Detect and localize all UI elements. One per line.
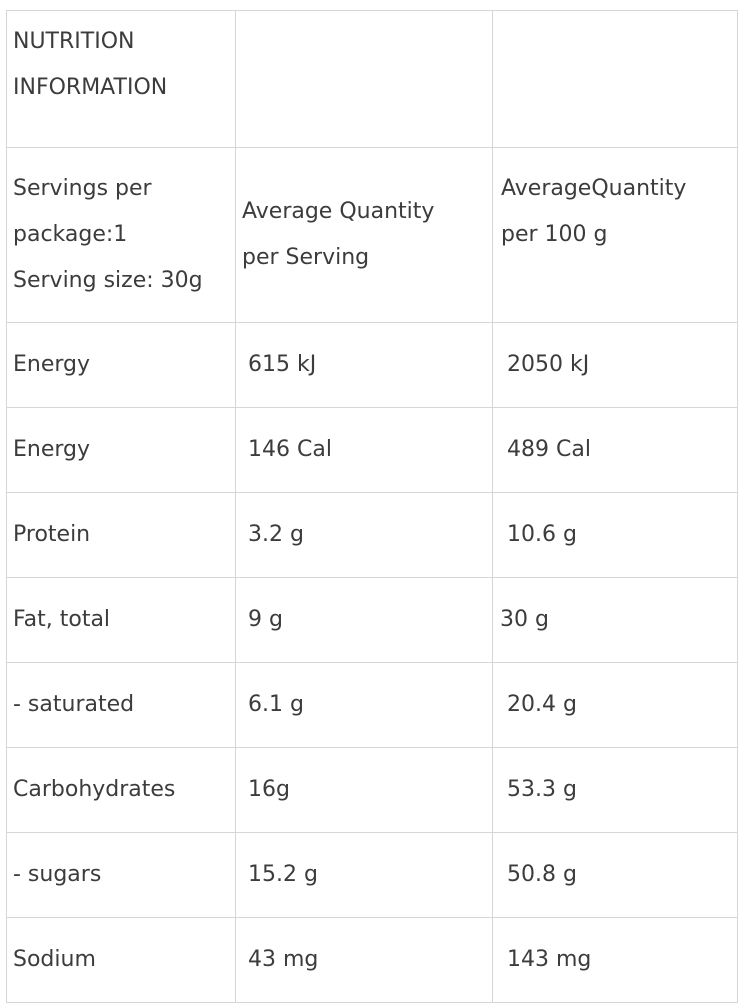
header-per-serving: Average Quantity per Serving (235, 147, 493, 323)
value-per-serving: 615 kJ (235, 322, 493, 408)
table-title-row: NUTRITION INFORMATION (6, 10, 738, 148)
value-per-100g: 10.6 g (492, 492, 738, 578)
table-row: - sugars 15.2 g 50.8 g (6, 832, 738, 918)
nutrient-name: Protein (6, 492, 236, 578)
empty-cell (492, 10, 738, 148)
value-per-100g: 143 mg (492, 917, 738, 1003)
table-row: - saturated 6.1 g 20.4 g (6, 662, 738, 748)
nutrient-name: Fat, total (6, 577, 236, 663)
value-per-serving: 43 mg (235, 917, 493, 1003)
table-row: Energy 615 kJ 2050 kJ (6, 322, 738, 408)
nutrient-name: - sugars (6, 832, 236, 918)
table-title: NUTRITION INFORMATION (6, 10, 236, 148)
value-per-serving: 16g (235, 747, 493, 833)
value-per-100g: 53.3 g (492, 747, 738, 833)
header-per-100g: AverageQuantity per 100 g (492, 147, 738, 323)
value-per-serving: 3.2 g (235, 492, 493, 578)
nutrient-name: Sodium (6, 917, 236, 1003)
header-per-100g-label: AverageQuantity per 100 g (501, 176, 687, 247)
value-per-serving: 15.2 g (235, 832, 493, 918)
value-per-100g: 30 g (492, 577, 738, 663)
nutrient-name: Carbohydrates (6, 747, 236, 833)
value-per-serving: 9 g (235, 577, 493, 663)
nutrient-name: Energy (6, 322, 236, 408)
empty-cell (235, 10, 493, 148)
table-row: Energy 146 Cal 489 Cal (6, 407, 738, 493)
value-per-100g: 489 Cal (492, 407, 738, 493)
serving-info: Servings per package:1 Serving size: 30g (6, 147, 236, 323)
value-per-100g: 20.4 g (492, 662, 738, 748)
value-per-100g: 50.8 g (492, 832, 738, 918)
nutrient-name: - saturated (6, 662, 236, 748)
nutrient-name: Energy (6, 407, 236, 493)
table-row: Sodium 43 mg 143 mg (6, 917, 738, 1003)
header-per-serving-label: Average Quantity per Serving (242, 199, 435, 270)
table-row: Fat, total 9 g 30 g (6, 577, 738, 663)
table-row: Protein 3.2 g 10.6 g (6, 492, 738, 578)
value-per-serving: 146 Cal (235, 407, 493, 493)
nutrition-table: NUTRITION INFORMATION Servings per packa… (6, 10, 738, 1003)
table-header-row: Servings per package:1 Serving size: 30g… (6, 147, 738, 323)
value-per-serving: 6.1 g (235, 662, 493, 748)
value-per-100g: 2050 kJ (492, 322, 738, 408)
table-row: Carbohydrates 16g 53.3 g (6, 747, 738, 833)
